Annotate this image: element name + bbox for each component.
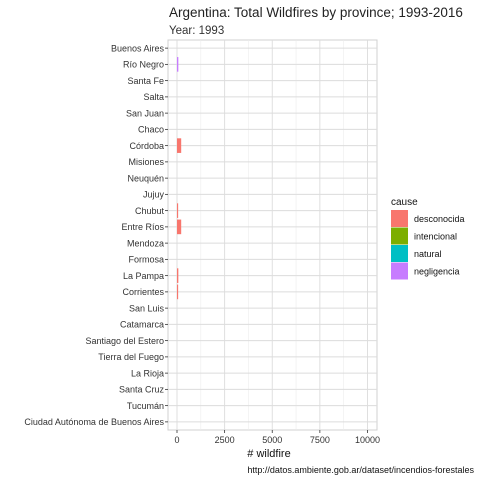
y-tick-label: Catamarca xyxy=(120,320,164,330)
y-tick-label: San Juan xyxy=(126,108,164,118)
legend-key-natural xyxy=(391,245,408,262)
y-tick-label: Santa Cruz xyxy=(119,385,165,395)
legend-key-desconocida xyxy=(391,210,408,227)
plot-panel xyxy=(168,40,377,430)
chart-title: Argentina: Total Wildfires by province; … xyxy=(169,5,463,20)
legend-key-intencional xyxy=(391,228,408,245)
x-tick-label: 2500 xyxy=(215,435,235,445)
y-tick-label: Santa Fe xyxy=(127,76,164,86)
y-axis-tick-labels: Buenos Aires Río Negro Santa Fe Salta San Ju… xyxy=(24,43,168,427)
legend-label-desconocida: desconocida xyxy=(414,214,465,224)
x-tick-label: 0 xyxy=(174,435,179,445)
legend-key-negligencia xyxy=(391,263,408,280)
y-tick-label: Mendoza xyxy=(127,238,164,248)
x-axis-tick-labels: 0 2500 5000 7500 10000 xyxy=(174,430,379,445)
y-tick-label: La Pampa xyxy=(123,271,164,281)
bar-negligencia xyxy=(177,57,178,72)
y-tick-label: Ciudad Autónoma de Buenos Aires xyxy=(24,417,164,427)
x-tick-label: 10000 xyxy=(355,435,380,445)
y-tick-label: Corrientes xyxy=(122,287,164,297)
legend-label-intencional: intencional xyxy=(414,232,457,242)
x-axis-title: # wildfire xyxy=(247,448,290,460)
y-tick-label: Río Negro xyxy=(123,60,164,70)
bar-desconocida xyxy=(177,203,178,218)
y-tick-label: Jujuy xyxy=(143,190,165,200)
y-tick-label: Chubut xyxy=(135,206,165,216)
y-tick-label: Entre Ríos xyxy=(121,222,164,232)
chart-subtitle: Year: 1993 xyxy=(169,25,224,37)
x-tick-label: 7500 xyxy=(310,435,330,445)
y-tick-label: Salta xyxy=(143,92,164,102)
legend-label-natural: natural xyxy=(414,249,442,259)
legend-label-negligencia: negligencia xyxy=(414,267,460,277)
y-tick-label: Buenos Aires xyxy=(111,43,165,53)
y-tick-label: Tierra del Fuego xyxy=(98,352,164,362)
chart-caption: http://datos.ambiente.gob.ar/dataset/inc… xyxy=(247,465,474,475)
bar-desconocida xyxy=(177,285,178,300)
y-tick-label: Formosa xyxy=(128,255,164,265)
y-tick-label: Chaco xyxy=(138,125,164,135)
legend: cause desconocida intencional natural neglig… xyxy=(391,197,465,280)
x-tick-label: 5000 xyxy=(262,435,282,445)
bar-desconocida xyxy=(177,268,178,283)
y-tick-label: La Rioja xyxy=(131,368,164,378)
y-tick-label: Neuquén xyxy=(127,173,164,183)
bar-desconocida xyxy=(177,220,181,235)
y-tick-label: Córdoba xyxy=(129,141,164,151)
y-tick-label: San Luis xyxy=(129,303,165,313)
bar-desconocida xyxy=(177,138,181,153)
y-tick-label: Misiones xyxy=(128,157,164,167)
y-tick-label: Tucumán xyxy=(127,401,164,411)
y-tick-label: Santiago del Estero xyxy=(85,336,164,346)
legend-title: cause xyxy=(391,197,418,208)
